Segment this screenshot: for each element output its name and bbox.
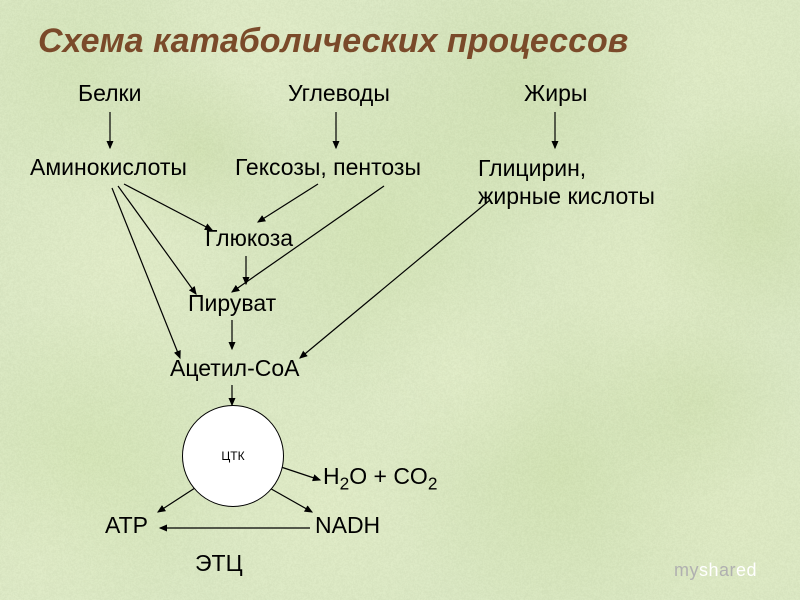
tca-cycle-node: ЦТК [182,405,284,507]
node-glukoza: Глюкоза [205,225,293,252]
node-geksozy: Гексозы, пентозы [235,154,421,181]
node-amino: Аминокислоты [30,154,187,181]
node-atp: ATP [105,512,148,539]
node-glicerin: Глицирин, жирные кислоты [478,154,698,210]
watermark: myshared [674,560,757,581]
node-belki: Белки [78,80,141,107]
tca-cycle-label: ЦТК [221,449,244,463]
node-uglevody: Углеводы [288,80,390,107]
node-acetyl: Ацетил-СоА [170,355,300,382]
node-h2oco2: H2O + CO2 [323,463,437,495]
node-piruvat: Пируват [188,290,276,317]
node-zhiry: Жиры [524,80,587,107]
slide-title: Схема катаболических процессов [38,22,628,61]
node-etc: ЭТЦ [195,550,243,577]
slide-root: Схема катаболических процессов ЦТК Белки… [0,0,800,600]
node-nadh: NADH [315,512,380,539]
